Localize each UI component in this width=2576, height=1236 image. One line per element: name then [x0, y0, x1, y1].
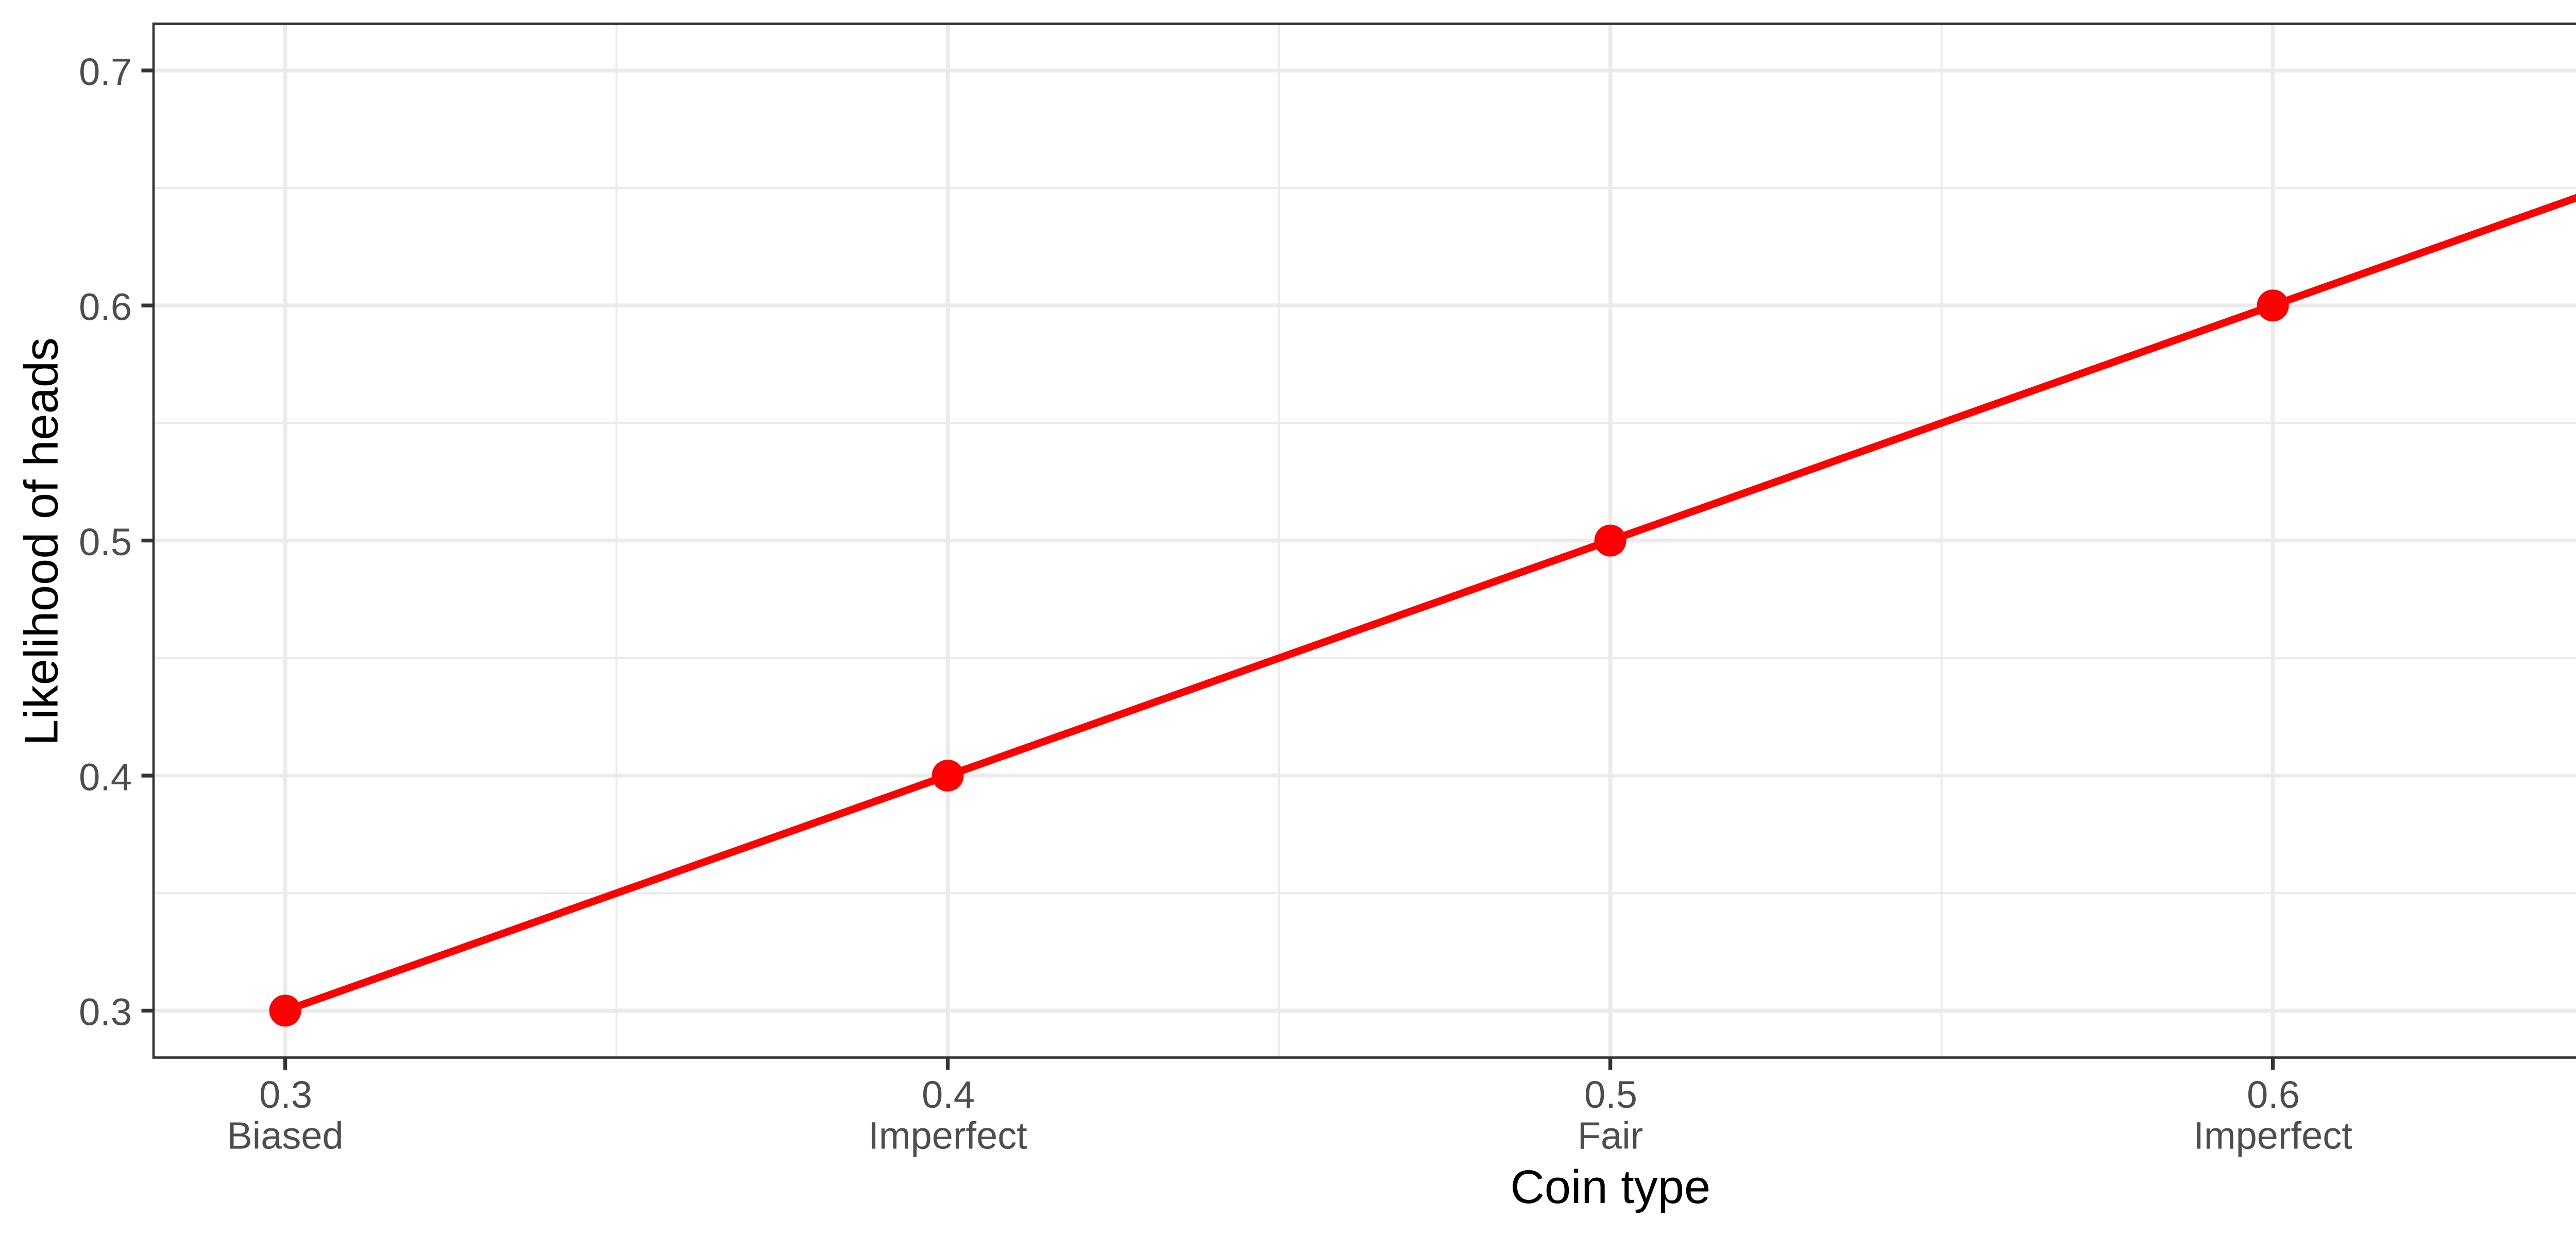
svg-text:Coin type: Coin type: [1510, 1161, 1710, 1213]
svg-text:Likelihood of heads: Likelihood of heads: [15, 337, 68, 746]
svg-text:Fair: Fair: [1578, 1114, 1643, 1157]
svg-text:0.6: 0.6: [79, 286, 132, 329]
svg-text:0.3: 0.3: [259, 1073, 312, 1116]
svg-text:0.5: 0.5: [79, 521, 132, 563]
svg-text:0.4: 0.4: [79, 756, 132, 798]
svg-text:0.7: 0.7: [79, 50, 132, 93]
svg-text:Biased: Biased: [227, 1114, 343, 1157]
svg-text:0.6: 0.6: [2247, 1073, 2300, 1116]
svg-text:0.4: 0.4: [922, 1073, 975, 1116]
svg-text:Imperfect: Imperfect: [2193, 1114, 2352, 1157]
svg-text:0.5: 0.5: [1584, 1073, 1637, 1116]
svg-text:0.3: 0.3: [79, 991, 132, 1034]
svg-text:Imperfect: Imperfect: [868, 1114, 1027, 1157]
